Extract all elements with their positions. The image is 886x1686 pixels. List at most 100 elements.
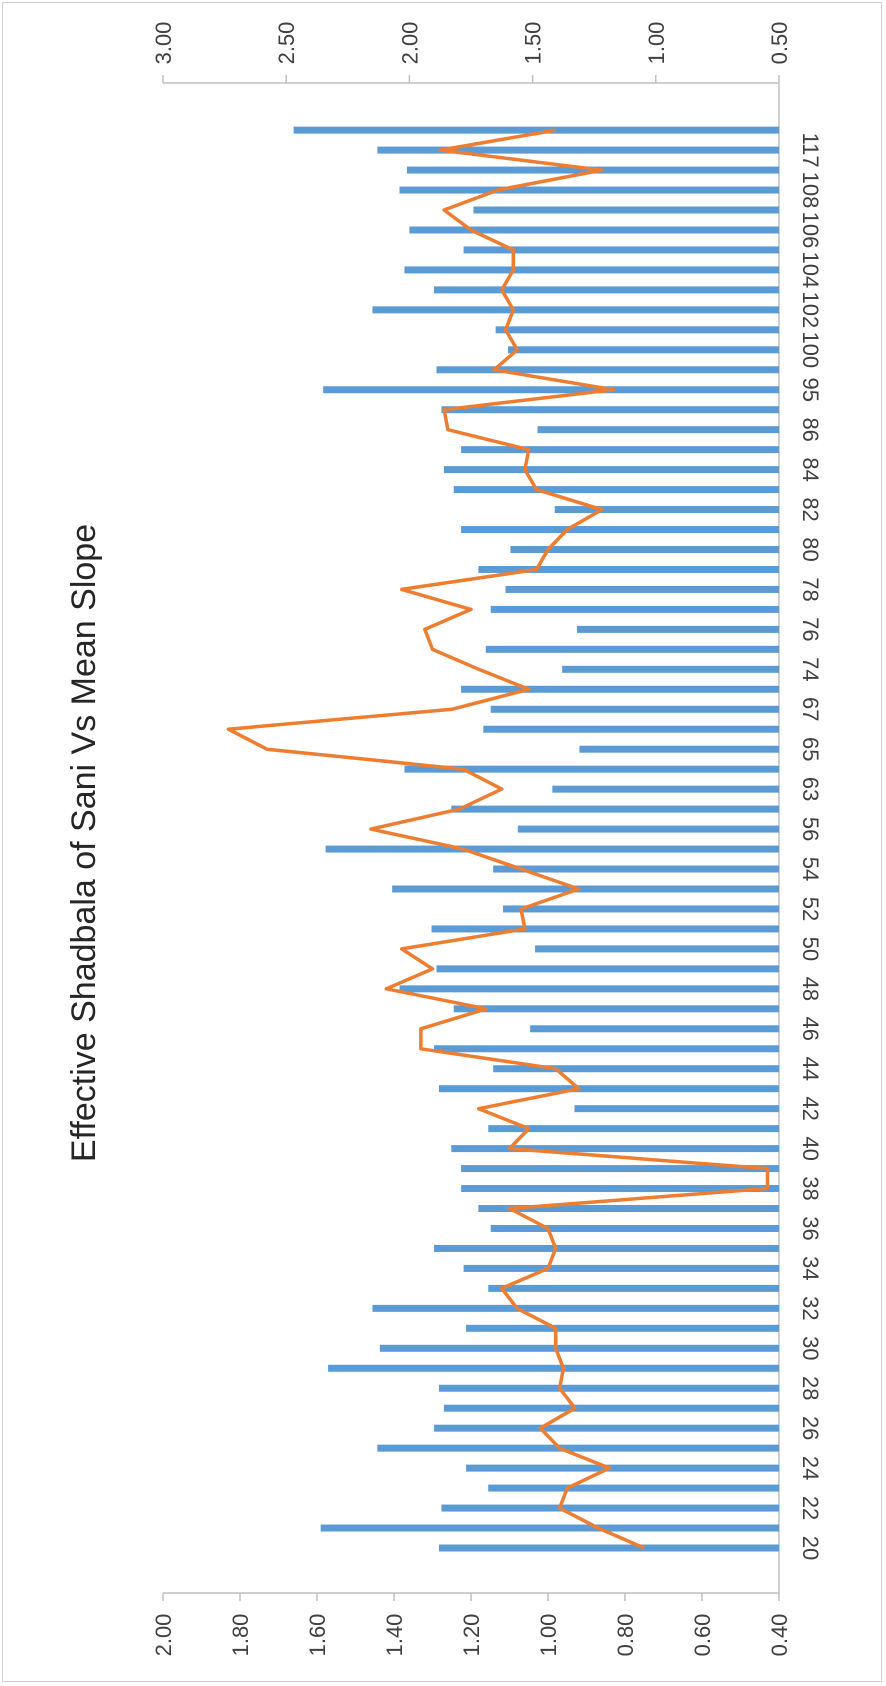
- bar: [436, 965, 779, 973]
- category-label: 82: [798, 497, 823, 521]
- category-label: 65: [798, 737, 823, 761]
- category-label: 32: [798, 1296, 823, 1320]
- bar: [490, 605, 779, 613]
- category-label: 22: [798, 1496, 823, 1520]
- bar: [579, 745, 779, 753]
- line-group: [226, 128, 770, 1550]
- bar: [453, 1005, 779, 1013]
- bar: [441, 406, 779, 414]
- bar: [478, 565, 779, 573]
- category-label: 56: [798, 817, 823, 841]
- bar: [399, 186, 779, 194]
- bar: [507, 346, 779, 354]
- bar: [293, 126, 779, 134]
- category-label: 86: [798, 417, 823, 441]
- bar: [404, 266, 779, 274]
- primary-axis-tick-label: 1.20: [459, 1614, 484, 1657]
- category-label: 20: [798, 1536, 823, 1560]
- bar: [463, 246, 779, 254]
- bar: [554, 506, 779, 514]
- bar: [510, 546, 779, 553]
- axes-group: [162, 75, 780, 1601]
- category-label: 106: [798, 212, 823, 249]
- secondary-axis-tick-label: 1.50: [521, 22, 546, 65]
- bar: [434, 1045, 779, 1053]
- bars-group: [293, 126, 779, 1552]
- bar: [399, 985, 779, 993]
- category-label: 44: [798, 1056, 823, 1080]
- bar: [461, 1185, 779, 1193]
- bar: [451, 1145, 779, 1153]
- bar: [461, 526, 779, 534]
- bar: [441, 1504, 779, 1512]
- category-label: 78: [798, 577, 823, 601]
- category-label: 30: [798, 1336, 823, 1360]
- category-label: 108: [798, 172, 823, 209]
- bar: [488, 1125, 779, 1133]
- secondary-axis-tick-label: 1.00: [644, 22, 669, 65]
- category-label: 102: [798, 292, 823, 329]
- category-label: 80: [798, 537, 823, 561]
- bar: [530, 1025, 779, 1033]
- bar: [372, 1304, 779, 1312]
- bar: [438, 1384, 779, 1392]
- category-label: 52: [798, 897, 823, 921]
- bar: [372, 306, 779, 314]
- category-label: 48: [798, 977, 823, 1001]
- secondary-axis-tick-label: 0.50: [767, 22, 792, 65]
- bar: [490, 705, 779, 713]
- bar: [434, 286, 779, 294]
- category-label: 36: [798, 1216, 823, 1240]
- line-series: [226, 128, 770, 1550]
- category-label: 104: [798, 252, 823, 289]
- bar: [488, 1484, 779, 1492]
- bar: [461, 685, 779, 693]
- chart-title: Effective Shadbala of Sani Vs Mean Slope: [65, 524, 103, 1162]
- bar: [443, 1404, 779, 1412]
- bar: [537, 426, 779, 434]
- bar: [434, 1244, 779, 1252]
- bar: [463, 1264, 779, 1272]
- bar: [325, 845, 779, 853]
- bar: [517, 825, 779, 833]
- category-label: 95: [798, 377, 823, 401]
- bar: [483, 725, 779, 733]
- primary-axis-tick-label: 0.40: [767, 1614, 792, 1657]
- bar: [461, 446, 779, 454]
- category-label: 100: [798, 331, 823, 368]
- category-label: 76: [798, 617, 823, 641]
- bar: [438, 1544, 779, 1552]
- bar: [466, 1324, 779, 1332]
- bar: [505, 585, 779, 593]
- bar: [503, 905, 779, 913]
- bar: [574, 1105, 779, 1113]
- chart-svg: 0.50 1.00 1.50 2.00 2.50 3.00 0.40 0.60 0.80 1.00…: [65, 22, 823, 1657]
- bar: [478, 1205, 779, 1213]
- bar: [490, 1224, 779, 1232]
- bar: [562, 665, 779, 673]
- primary-axis-tick-label: 2.00: [151, 1614, 176, 1657]
- bar: [493, 1065, 779, 1073]
- category-label: 46: [798, 1017, 823, 1041]
- bar: [377, 1444, 779, 1452]
- category-label: 117: [798, 133, 823, 168]
- category-label: 42: [798, 1096, 823, 1120]
- category-label: 28: [798, 1376, 823, 1400]
- bar: [488, 1284, 779, 1292]
- bar: [576, 625, 779, 633]
- category-label: 24: [798, 1456, 823, 1480]
- bar: [377, 146, 779, 154]
- bar: [473, 206, 779, 214]
- bar: [495, 326, 779, 334]
- bar: [443, 466, 779, 474]
- category-label: 84: [798, 457, 823, 481]
- category-label: 74: [798, 657, 823, 681]
- primary-axis-tick-label: 1.00: [536, 1614, 561, 1657]
- bar: [392, 885, 779, 893]
- bar: [485, 645, 779, 653]
- bar: [535, 945, 779, 953]
- labels-group: 0.50 1.00 1.50 2.00 2.50 3.00 0.40 0.60 0.80 1.00…: [151, 22, 823, 1657]
- category-label: 50: [798, 937, 823, 961]
- bar: [434, 1424, 779, 1432]
- bar: [379, 1344, 779, 1352]
